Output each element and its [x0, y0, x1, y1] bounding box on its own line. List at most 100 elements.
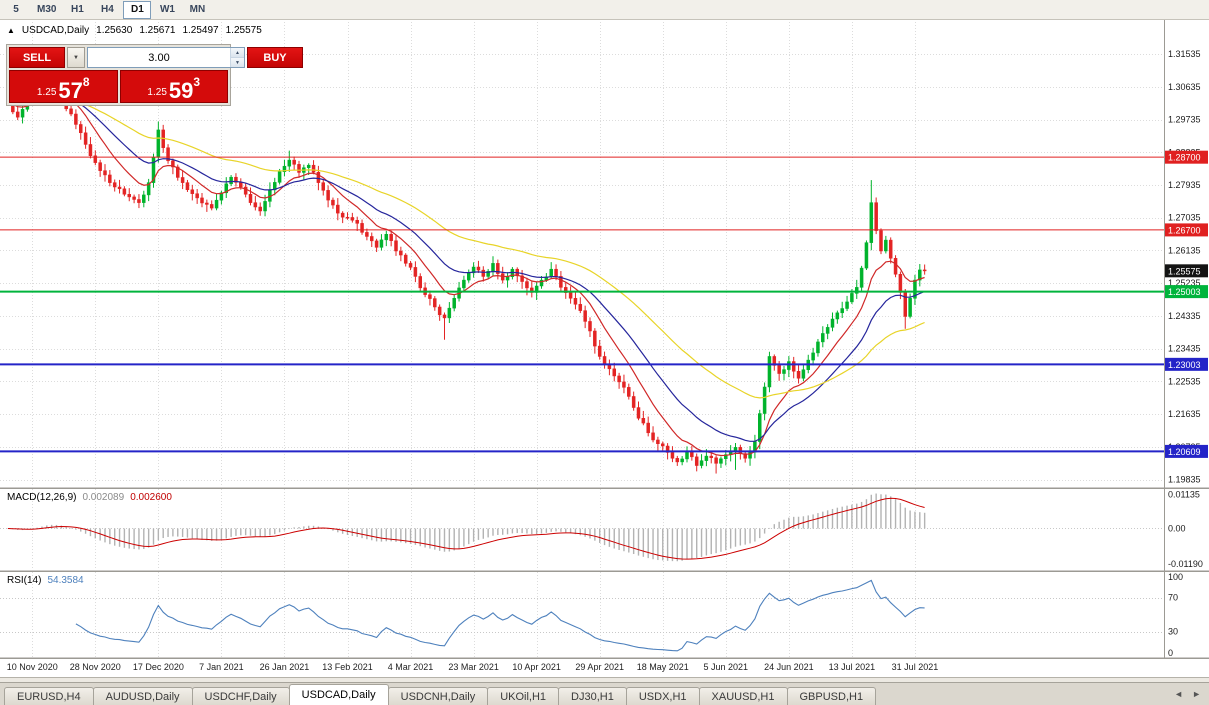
date-label: 13 Feb 2021 [322, 662, 373, 672]
price-tick-1.26135: 1.26135 [1168, 245, 1201, 255]
ohlc-low: 1.25497 [182, 25, 219, 36]
date-label: 28 Nov 2020 [70, 662, 121, 672]
rsi-tick-30: 30 [1168, 627, 1178, 637]
svg-text:1.25575: 1.25575 [1168, 266, 1201, 276]
timeframe-button-M30[interactable]: M30 [37, 4, 57, 15]
date-axis-labels: 10 Nov 2020 28 Nov 2020 17 Dec 2020 7 Jan 2… [7, 662, 938, 672]
timeframe-button-5[interactable]: 5 [13, 4, 19, 15]
price-tick-1.21635: 1.21635 [1168, 409, 1201, 419]
chart-tab-bar: EURUSD,H4 AUDUSD,Daily USDCHF,Daily USDCAD,… [0, 682, 1209, 705]
panel-separators[interactable] [0, 487, 1209, 659]
lot-dropdown-button[interactable]: ▼ [67, 47, 85, 68]
timeframe-toolbar: 5 M30 H1 H4 D1 W1 MN [0, 0, 1209, 20]
tab-scroll-left-icon[interactable]: ◄ [1174, 689, 1184, 699]
ma-10-line [7, 91, 925, 457]
lot-size-input[interactable] [88, 48, 230, 67]
date-label: 17 Dec 2020 [133, 662, 184, 672]
chart-area[interactable]: 1.315351.306351.297351.288351.279351.270… [0, 19, 1209, 682]
sell-price-big: 57 [58, 78, 83, 104]
price-tick-1.19835: 1.19835 [1168, 475, 1201, 485]
date-label: 13 Jul 2021 [829, 662, 876, 672]
sell-price-button[interactable]: 1.25 57 8 [9, 70, 118, 103]
macd-tick-0.00: 0.00 [1168, 524, 1186, 534]
timeframe-button-D1[interactable]: D1 [123, 0, 152, 19]
price-tag-1.20609: 1.20609 [1165, 444, 1208, 458]
tab-scroll-right-icon[interactable]: ► [1192, 689, 1201, 699]
chart-tab-XAUUSD-H1[interactable]: XAUUSD,H1 [698, 687, 788, 705]
lot-stepper: ▲ ▼ [230, 48, 244, 67]
date-label: 31 Jul 2021 [892, 662, 939, 672]
chevron-down-icon: ▼ [73, 54, 79, 61]
sell-price-prefix: 1.25 [36, 87, 57, 98]
chart-tab-UKOil-H1[interactable]: UKOil,H1 [487, 687, 560, 705]
price-tick-1.29735: 1.29735 [1168, 115, 1201, 125]
price-tick-1.27935: 1.27935 [1168, 180, 1201, 190]
chart-symbol-header: ▲ USDCAD,Daily 1.25630 1.25671 1.25497 1… [7, 25, 262, 36]
grid [0, 19, 1164, 657]
date-label: 29 Apr 2021 [575, 662, 624, 672]
one-click-trading-panel: SELL ▼ ▲ ▼ BUY 1.25 57 8 [6, 44, 303, 106]
date-label: 4 Mar 2021 [388, 662, 434, 672]
price-tick-1.31535: 1.31535 [1168, 49, 1201, 59]
price-tick-1.25235: 1.25235 [1168, 278, 1201, 288]
chart-tab-AUDUSD-Daily[interactable]: AUDUSD,Daily [92, 687, 193, 705]
price-tick-1.22535: 1.22535 [1168, 376, 1201, 386]
ohlc-close: 1.25575 [225, 25, 262, 36]
ma-50-line [7, 99, 925, 399]
buy-price-button[interactable]: 1.25 59 3 [119, 70, 228, 104]
date-label: 26 Jan 2021 [260, 662, 310, 672]
chart-tab-EURUSD-H4[interactable]: EURUSD,H4 [4, 687, 94, 705]
timeframe-button-H4[interactable]: H4 [101, 4, 114, 15]
spin-down-icon[interactable]: ▼ [231, 58, 244, 67]
svg-text:1.20609: 1.20609 [1168, 447, 1201, 457]
candles [6, 72, 927, 474]
chart-tab-GBPUSD-H1[interactable]: GBPUSD,H1 [786, 687, 877, 705]
sell-button[interactable]: SELL [9, 47, 65, 68]
macd-indicator-label: MACD(12,26,9) 0.002089 0.002600 [7, 492, 172, 503]
date-label: 23 Mar 2021 [448, 662, 499, 672]
price-tick-1.24335: 1.24335 [1168, 311, 1201, 321]
timeframe-button-H1[interactable]: H1 [71, 4, 84, 15]
buy-button[interactable]: BUY [247, 47, 303, 68]
chart-background [0, 19, 1209, 677]
date-label: 7 Jan 2021 [199, 662, 244, 672]
date-label: 24 Jun 2021 [764, 662, 814, 672]
rsi-name: RSI(14) [7, 575, 42, 586]
chart-tab-USDCNH-Daily[interactable]: USDCNH,Daily [387, 687, 489, 705]
timeframe-button-W1[interactable]: W1 [159, 4, 175, 15]
price-tag-1.26700: 1.26700 [1165, 223, 1208, 237]
ohlc-high: 1.25671 [139, 25, 176, 36]
tab-scroll-arrows: ◄ ► [1171, 688, 1209, 700]
macd-signal-value: 0.002600 [130, 492, 172, 503]
macd-name: MACD(12,26,9) [7, 492, 77, 503]
macd-main-value: 0.002089 [82, 492, 125, 503]
chart-tab-USDX-H1[interactable]: USDX,H1 [625, 687, 700, 705]
date-label: 10 Nov 2020 [7, 662, 58, 672]
price-tick-1.27035: 1.27035 [1168, 213, 1201, 223]
current-price-tag: 1.25575 [1165, 264, 1208, 278]
rsi-tick-0: 0 [1168, 648, 1173, 658]
buy-price-big: 59 [168, 78, 194, 104]
chart-tab-DJ30-H1[interactable]: DJ30,H1 [558, 687, 627, 705]
rsi-tick-100: 100 [1168, 572, 1183, 582]
date-label: 18 May 2021 [637, 662, 689, 672]
svg-text:1.23003: 1.23003 [1168, 360, 1201, 370]
collapse-arrow-icon[interactable]: ▲ [7, 26, 15, 35]
svg-text:1.26700: 1.26700 [1168, 225, 1201, 235]
rsi-tick-70: 70 [1168, 593, 1178, 603]
chart-tab-USDCAD-Daily[interactable]: USDCAD,Daily [288, 684, 389, 705]
svg-text:1.25003: 1.25003 [1168, 287, 1201, 297]
price-tick-1.30635: 1.30635 [1168, 82, 1201, 92]
spin-up-icon[interactable]: ▲ [231, 48, 244, 58]
sell-price-sup: 8 [82, 75, 90, 89]
svg-text:1.28700: 1.28700 [1168, 153, 1201, 163]
chart-tab-USDCHF-Daily[interactable]: USDCHF,Daily [191, 687, 290, 705]
macd-signal-line [7, 497, 925, 560]
price-tag-1.23003: 1.23003 [1165, 357, 1208, 371]
timeframe-button-MN[interactable]: MN [189, 4, 206, 15]
ma-22-line [7, 96, 925, 442]
ohlc-open: 1.25630 [96, 25, 133, 36]
date-label: 5 Jun 2021 [704, 662, 749, 672]
rsi-line [75, 579, 925, 652]
